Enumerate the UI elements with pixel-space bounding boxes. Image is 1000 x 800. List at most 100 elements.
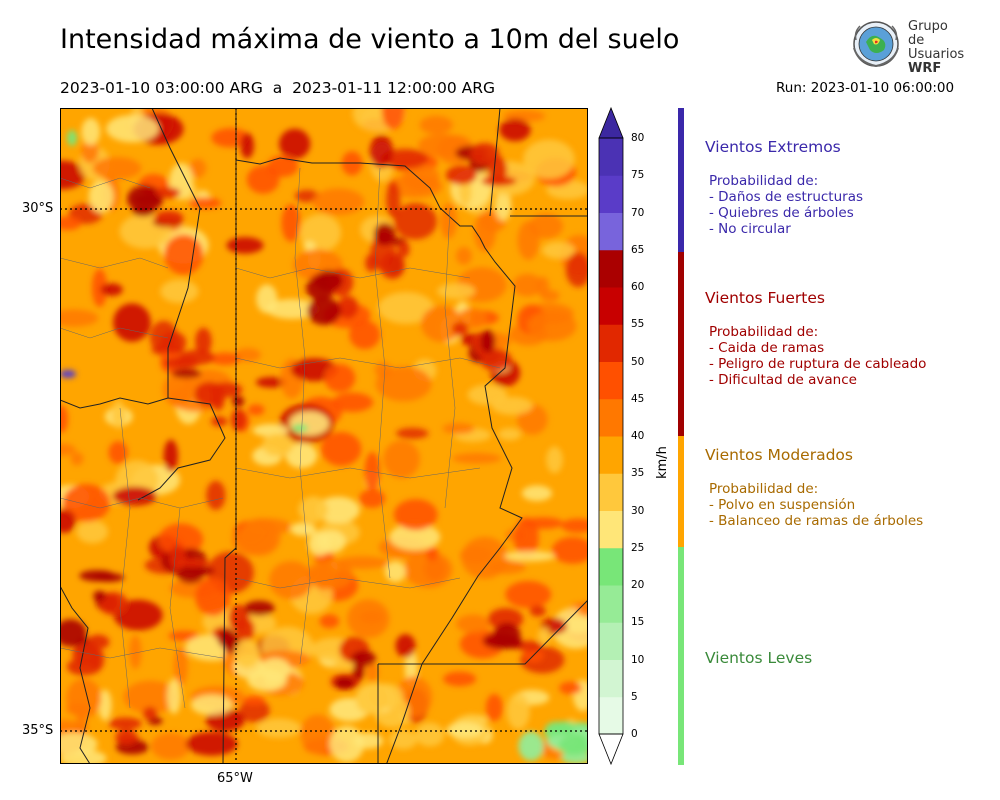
wind-cell — [234, 617, 255, 642]
wind-cell — [443, 671, 477, 687]
wind-cell — [488, 608, 524, 630]
wind-cell — [369, 134, 393, 169]
wind-cell — [393, 203, 437, 240]
colorbar-segment — [599, 249, 623, 288]
description-line: Probabilidad de: — [709, 324, 819, 340]
wind-cell — [415, 722, 445, 747]
wind-cell — [164, 234, 204, 275]
lon-label-65w: 65°W — [217, 771, 253, 786]
wind-cell — [379, 252, 405, 280]
grupo-usuarios-wrf-logo: Grupo de Usuarios WRF — [848, 18, 968, 76]
province-boundaries — [60, 167, 501, 709]
wind-cell — [184, 566, 215, 575]
wind-cell — [396, 427, 429, 439]
wind-cell — [506, 692, 530, 730]
wind-cell — [106, 114, 159, 143]
wind-cell — [498, 428, 522, 441]
category-leves: Vientos Leves — [705, 649, 812, 667]
wind-cell — [491, 396, 533, 415]
wind-cell — [163, 439, 179, 472]
wind-cell — [256, 284, 278, 314]
wind-cell — [168, 544, 187, 571]
graticule — [60, 108, 588, 764]
wind-cell — [529, 605, 546, 617]
wind-cell — [551, 536, 588, 564]
wind-cell — [538, 626, 551, 645]
wind-cell — [294, 189, 320, 203]
forecast-period: 2023-01-10 03:00:00 ARG a 2023-01-11 12:… — [60, 79, 496, 97]
wind-cell — [154, 210, 184, 226]
wind-cell — [195, 577, 231, 616]
wind-cell — [485, 693, 503, 722]
colorbar-segment — [599, 436, 623, 474]
wind-cell — [488, 156, 507, 184]
logo-line3: WRF — [908, 61, 942, 76]
wind-cell — [159, 331, 187, 354]
colorbar-tick: 5 — [631, 690, 638, 703]
wind-cell — [494, 189, 512, 221]
wind-cell — [171, 369, 202, 379]
description-line: - Peligro de ruptura de cableado — [709, 356, 927, 372]
wind-cell — [239, 698, 270, 723]
colorbar-segment — [599, 138, 623, 176]
logo-line1: Grupo de — [908, 19, 948, 48]
colorbar-tick: 65 — [631, 243, 645, 256]
wind-cell — [402, 163, 440, 192]
wind-cell — [70, 452, 84, 466]
wind-cell — [111, 400, 126, 429]
colorbar-segments — [599, 138, 623, 735]
wind-cell — [403, 551, 453, 588]
colorbar-tick: 60 — [631, 281, 645, 293]
category-moderados: Vientos Moderados Probabilidad de: - Pol… — [705, 446, 923, 529]
wind-cell — [480, 348, 512, 371]
wind-cell — [168, 630, 200, 641]
wind-cell — [446, 721, 484, 739]
legend-band-extremos — [678, 108, 684, 252]
category-title: Vientos Extremos — [705, 138, 841, 156]
wind-cell — [456, 247, 472, 265]
wind-cell — [368, 683, 404, 709]
wind-cell — [331, 392, 374, 413]
colorbar-segment — [599, 287, 623, 325]
wind-cell — [60, 160, 86, 190]
wind-cell — [558, 735, 588, 756]
colorbar-tick: 25 — [631, 541, 645, 554]
colorbar-tick: 15 — [631, 616, 645, 629]
wind-cell — [66, 657, 102, 676]
wind-cell — [230, 408, 247, 431]
wind-cell — [150, 732, 191, 760]
wind-cell — [359, 610, 384, 624]
category-title: Vientos Moderados — [705, 446, 853, 464]
wind-cell — [247, 669, 287, 692]
lat-label-35s: 35°S — [22, 723, 54, 738]
wind-cell — [93, 573, 125, 582]
wind-cell — [266, 299, 319, 320]
wind-cell — [518, 731, 544, 761]
wind-cell — [523, 139, 575, 179]
wind-cell — [298, 496, 329, 523]
wind-cell — [389, 729, 418, 750]
colorbar-tick: 20 — [631, 579, 645, 591]
wind-cell — [565, 252, 588, 288]
wind-cell — [209, 382, 243, 398]
colorbar — [598, 106, 624, 766]
colorbar-segment — [599, 361, 623, 400]
colorbar-segment — [599, 547, 623, 586]
colorbar-segment — [599, 510, 623, 549]
wind-cell — [98, 689, 112, 721]
wind-cell — [285, 442, 318, 469]
wind-cell — [375, 366, 432, 402]
wind-cell — [300, 714, 336, 754]
wind-cell — [234, 348, 262, 362]
colorbar-tick: 45 — [631, 392, 645, 405]
wind-cell — [383, 440, 420, 479]
wind-cell — [561, 518, 588, 533]
globe-logo-icon — [853, 21, 899, 68]
colorbar-tick: 10 — [631, 653, 645, 666]
wind-cell — [365, 253, 378, 272]
wind-cell — [243, 695, 266, 706]
category-description: Probabilidad de: - Daños de estructuras … — [709, 173, 863, 237]
description-line: - Dificultad de avance — [709, 372, 857, 388]
wind-cell — [577, 601, 588, 617]
wind-cell — [373, 222, 396, 246]
